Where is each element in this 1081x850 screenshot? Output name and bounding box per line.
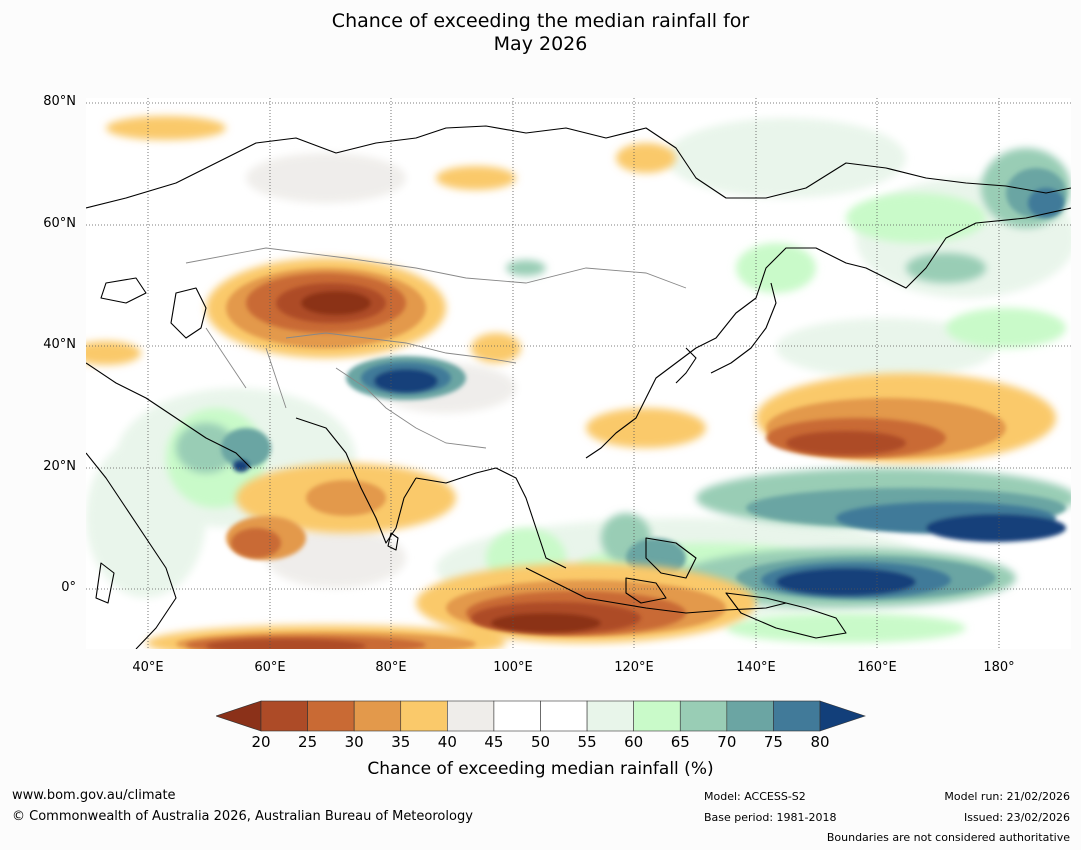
colorbar — [216, 700, 866, 732]
map-title: Chance of exceeding the median rainfall … — [0, 10, 1081, 56]
title-line-1: Chance of exceeding the median rainfall … — [331, 10, 750, 32]
colorbar-cell — [447, 700, 495, 732]
colorbar-cell — [726, 700, 774, 732]
colorbar-tick-label: 20 — [251, 733, 271, 751]
colorbar-arrow-low — [216, 700, 262, 732]
colorbar-cell — [307, 700, 355, 732]
rainfall-map — [86, 98, 1071, 649]
lat-label-0: 0° — [61, 580, 76, 595]
colorbar-cell — [633, 700, 681, 732]
lon-label-120e: 120°E — [614, 660, 654, 675]
colorbar-tick-label: 40 — [437, 733, 457, 751]
colorbar-tick-label: 80 — [810, 733, 830, 751]
colorbar-tick-label: 35 — [391, 733, 411, 751]
lat-label-40n: 40°N — [43, 337, 76, 352]
footer-copyright: © Commonwealth of Australia 2026, Austra… — [12, 809, 473, 824]
colorbar-cell — [540, 700, 588, 732]
footer-issued: Issued: 23/02/2026 — [963, 811, 1070, 824]
colorbar-cell — [773, 700, 821, 732]
colorbar-tick-label: 70 — [717, 733, 737, 751]
lon-label-100e: 100°E — [493, 660, 533, 675]
colorbar-cell — [400, 700, 448, 732]
colorbar-tick-label: 55 — [577, 733, 597, 751]
colorbar-tick-label: 65 — [670, 733, 690, 751]
lon-label-80e: 80°E — [375, 660, 407, 675]
footer-disclaimer: Boundaries are not considered authoritat… — [826, 831, 1070, 844]
colorbar-cell — [353, 700, 402, 732]
colorbar-cell — [260, 700, 308, 732]
footer-model: Model: ACCESS-S2 — [704, 790, 806, 803]
colorbar-tick-label: 30 — [344, 733, 364, 751]
colorbar-cell — [586, 700, 634, 732]
colorbar-title: Chance of exceeding median rainfall (%) — [367, 759, 714, 779]
colorbar-tick-label: 60 — [624, 733, 644, 751]
colorbar-tick-label: 45 — [484, 733, 504, 751]
colorbar-cell — [679, 700, 728, 732]
footer-base-period: Base period: 1981-2018 — [704, 811, 837, 824]
map-canvas — [86, 98, 1071, 649]
lon-label-140e: 140°E — [736, 660, 776, 675]
colorbar-arrow-high — [819, 700, 866, 732]
lon-label-180: 180° — [983, 660, 1015, 675]
lon-label-40e: 40°E — [132, 660, 164, 675]
title-line-2: May 2026 — [493, 33, 588, 55]
footer-model-run: Model run: 21/02/2026 — [944, 790, 1070, 803]
colorbar-tick-label: 25 — [298, 733, 318, 751]
lat-label-60n: 60°N — [43, 216, 76, 231]
lat-label-80n: 80°N — [43, 94, 76, 109]
footer-url[interactable]: www.bom.gov.au/climate — [12, 788, 176, 803]
colorbar-cell — [493, 700, 541, 732]
lat-label-20n: 20°N — [43, 459, 76, 474]
lon-label-60e: 60°E — [254, 660, 286, 675]
colorbar-tick-label: 50 — [530, 733, 551, 751]
colorbar-tick-label: 75 — [763, 733, 783, 751]
lon-label-160e: 160°E — [857, 660, 897, 675]
